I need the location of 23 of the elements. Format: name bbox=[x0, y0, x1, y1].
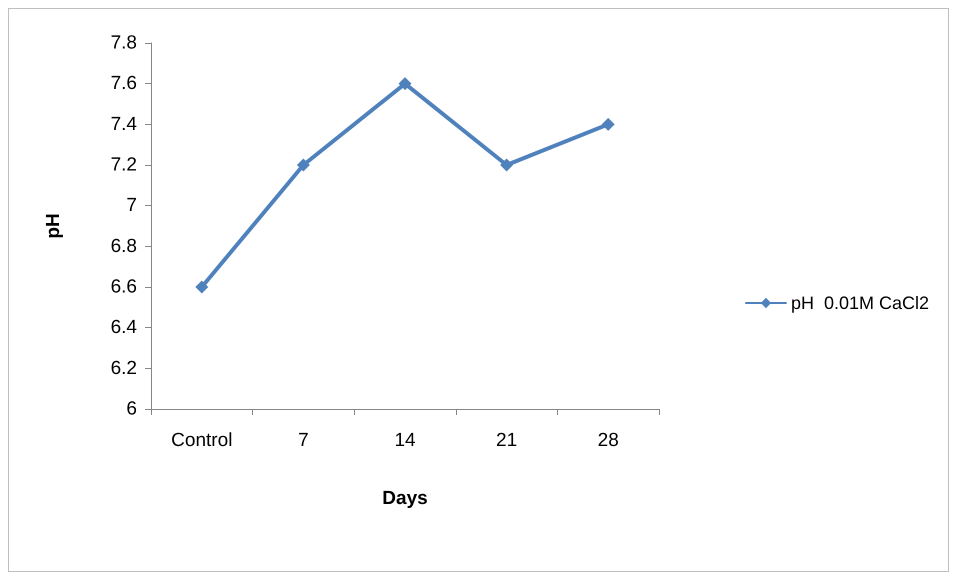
legend-label: pH 0.01M CaCl2 bbox=[790, 293, 930, 313]
y-tick-label: 7 bbox=[126, 195, 137, 216]
y-tick-label: 6 bbox=[126, 398, 137, 420]
y-tick-label: 6.4 bbox=[110, 317, 138, 338]
point bbox=[195, 280, 208, 294]
point bbox=[398, 77, 412, 90]
y-tick-label: 7.6 bbox=[110, 73, 137, 94]
y-tick-label: 7.2 bbox=[110, 154, 137, 176]
x-tick-label: 21 bbox=[496, 430, 518, 451]
point bbox=[500, 158, 514, 172]
point bbox=[602, 118, 615, 131]
x-axis-title: Days bbox=[382, 488, 428, 509]
y-tick-label: 6.8 bbox=[110, 236, 137, 257]
x-tick-label: 14 bbox=[394, 430, 416, 451]
y-tick-label: 6.2 bbox=[110, 358, 137, 379]
y-tick-label: 7.4 bbox=[110, 114, 138, 135]
x-tick-label: 7 bbox=[298, 430, 309, 451]
y-tick-label: 6.6 bbox=[110, 276, 137, 298]
x-tick-label: Control bbox=[171, 430, 232, 451]
y-tick-label: 7.8 bbox=[110, 32, 137, 54]
x-tick-label: 28 bbox=[598, 430, 619, 451]
point bbox=[296, 158, 310, 172]
y-axis-title: pH bbox=[43, 213, 64, 239]
